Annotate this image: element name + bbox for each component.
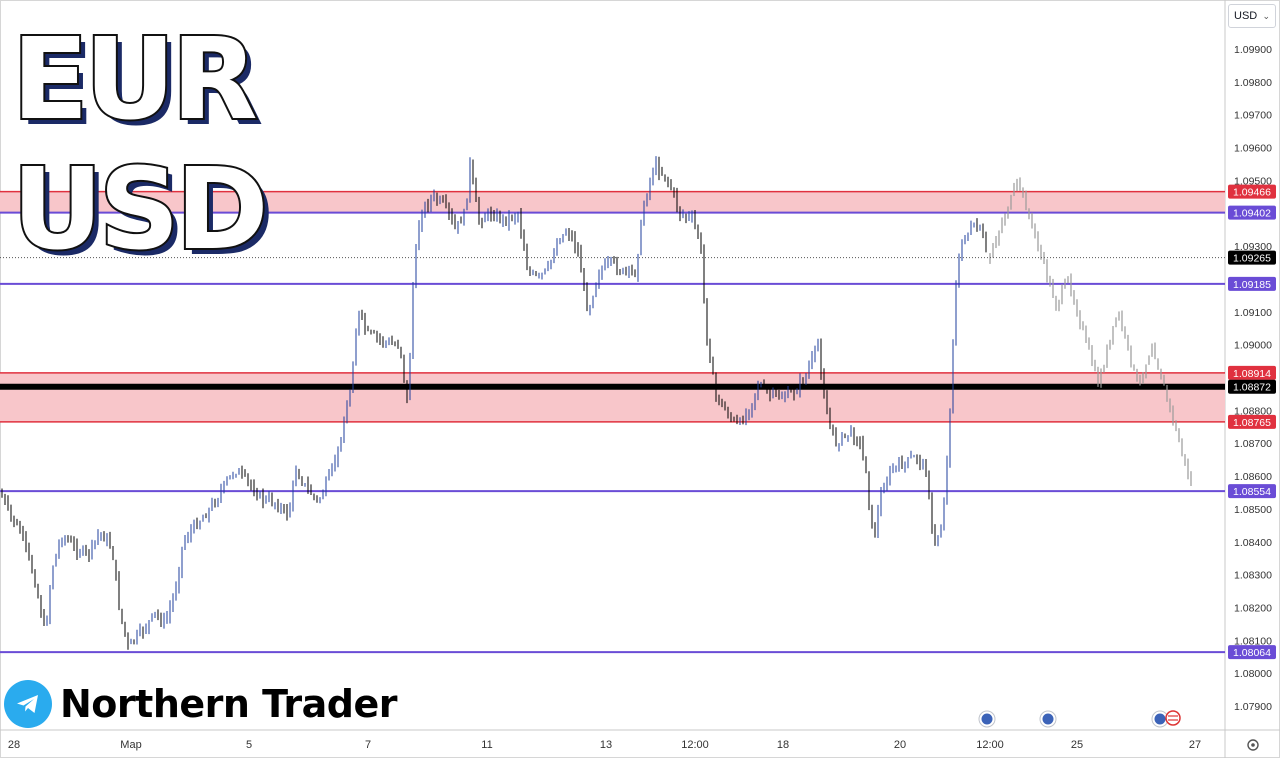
title-usd: USD — [12, 145, 265, 275]
level-label-6: 1.08554 — [1233, 486, 1271, 498]
price-axis: 1.09900 1.09800 1.09700 1.09600 1.09500 1.093… — [1234, 44, 1272, 713]
y-tick-12: 1.08400 — [1234, 537, 1272, 549]
y-tick-10: 1.08600 — [1234, 471, 1272, 483]
currency-value: USD — [1234, 10, 1258, 22]
current-price-bg — [1228, 250, 1276, 265]
level-label-bg-3 — [1228, 365, 1276, 380]
y-tick-6: 1.09100 — [1234, 307, 1272, 319]
level-label-bg-1 — [1228, 205, 1276, 220]
x-tick-9: 12:00 — [976, 739, 1004, 751]
y-tick-7: 1.09000 — [1234, 340, 1272, 352]
level-label-2: 1.09185 — [1233, 279, 1271, 291]
level-label-5: 1.08765 — [1233, 417, 1271, 429]
levels-layer: 1.09466 1.09402 1.09185 1.08914 1.08872 1.087… — [0, 184, 1276, 660]
x-tick-3: 7 — [365, 739, 371, 751]
brand: Northern Trader — [4, 678, 398, 730]
y-tick-0: 1.09900 — [1234, 44, 1272, 56]
zone-0 — [0, 191, 1225, 213]
level-label-bg-0 — [1228, 184, 1276, 199]
title-usd-shadow: USD — [18, 151, 271, 281]
y-tick-11: 1.08500 — [1234, 504, 1272, 516]
y-tick-3: 1.09600 — [1234, 143, 1272, 155]
level-label-4: 1.08872 — [1233, 382, 1271, 394]
level-label-bg-7 — [1228, 645, 1276, 660]
brand-name: Northern Trader — [60, 682, 398, 726]
y-tick-17: 1.07900 — [1234, 701, 1272, 713]
candles-layer — [1, 156, 987, 650]
current-price-label: 1.09265 — [1233, 253, 1271, 265]
y-tick-4: 1.09500 — [1234, 175, 1272, 187]
x-tick-6: 12:00 — [681, 739, 709, 751]
event-marker-dot-0 — [981, 713, 993, 725]
y-tick-16: 1.08000 — [1234, 668, 1272, 680]
x-tick-11: 27 — [1189, 739, 1201, 751]
x-tick-8: 20 — [894, 739, 906, 751]
level-label-3: 1.08914 — [1233, 368, 1271, 380]
time-axis: 28 Мар 5 7 11 13 12:00 18 20 12:00 25 27 — [8, 739, 1201, 751]
y-tick-8: 1.08800 — [1234, 405, 1272, 417]
level-label-1: 1.09402 — [1233, 208, 1271, 220]
event-marker-dot-1 — [1042, 713, 1054, 725]
zones-layer — [0, 191, 1225, 422]
event-marker-dot-2 — [1154, 713, 1166, 725]
y-tick-15: 1.08100 — [1234, 635, 1272, 647]
y-tick-14: 1.08200 — [1234, 602, 1272, 614]
event-flag-icon — [1165, 710, 1181, 726]
level-label-bg-2 — [1228, 276, 1276, 291]
title-eur: EUR — [12, 15, 255, 145]
events-layer — [978, 710, 1181, 728]
y-tick-2: 1.09700 — [1234, 110, 1272, 122]
y-tick-9: 1.08700 — [1234, 438, 1272, 450]
x-tick-10: 25 — [1071, 739, 1083, 751]
level-label-bg-5 — [1228, 414, 1276, 429]
telegram-icon — [4, 680, 52, 728]
projection-layer — [989, 177, 1192, 487]
x-tick-7: 18 — [777, 739, 789, 751]
settings-gear-icon[interactable] — [1242, 734, 1264, 756]
chevron-down-icon: ⌄ — [1262, 10, 1270, 21]
y-tick-13: 1.08300 — [1234, 570, 1272, 582]
level-label-0: 1.09466 — [1233, 187, 1271, 199]
zone-1 — [0, 372, 1225, 422]
x-tick-1: Мар — [120, 739, 142, 751]
title-eur-shadow: EUR — [18, 21, 261, 151]
y-tick-1: 1.09800 — [1234, 77, 1272, 89]
level-label-bg-4 — [1228, 379, 1276, 394]
current-price-line: 1.09265 — [0, 250, 1276, 265]
level-label-bg-6 — [1228, 484, 1276, 499]
y-tick-5: 1.09300 — [1234, 241, 1272, 253]
x-tick-4: 11 — [481, 739, 492, 751]
currency-select[interactable]: USD ⌄ — [1228, 4, 1276, 28]
x-tick-0: 28 — [8, 739, 20, 751]
x-tick-2: 5 — [246, 739, 252, 751]
x-tick-5: 13 — [600, 739, 612, 751]
level-label-7: 1.08064 — [1233, 647, 1271, 659]
